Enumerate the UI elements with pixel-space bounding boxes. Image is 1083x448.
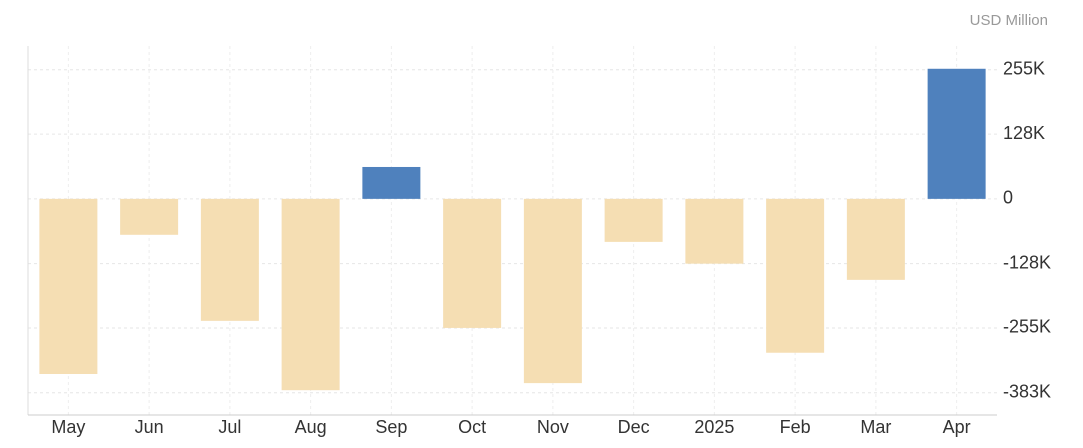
bar — [846, 198, 905, 280]
bar — [362, 166, 421, 199]
y-tick-label: 255K — [1003, 59, 1045, 79]
unit-label: USD Million — [970, 12, 1048, 29]
bar — [766, 198, 825, 353]
y-tick-label: 0 — [1003, 188, 1013, 208]
bar — [120, 198, 179, 235]
x-tick-label: Sep — [375, 417, 407, 437]
x-tick-label: May — [51, 417, 85, 437]
bar — [443, 198, 502, 328]
bar — [604, 198, 663, 242]
x-tick-label: Jul — [218, 417, 241, 437]
x-tick-label: 2025 — [694, 417, 734, 437]
x-tick-label: Dec — [618, 417, 650, 437]
x-tick-label: Feb — [780, 417, 811, 437]
x-tick-label: Nov — [537, 417, 569, 437]
bar — [927, 68, 986, 199]
bar — [523, 198, 582, 384]
bar — [281, 198, 340, 391]
x-tick-label: Mar — [860, 417, 891, 437]
y-tick-label: -255K — [1003, 317, 1051, 337]
x-tick-label: Apr — [943, 417, 971, 437]
bar — [39, 198, 98, 374]
bar — [685, 198, 744, 264]
x-tick-label: Aug — [295, 417, 327, 437]
x-tick-label: Oct — [458, 417, 486, 437]
y-tick-label: -128K — [1003, 252, 1051, 272]
x-tick-label: Jun — [135, 417, 164, 437]
bar — [200, 198, 259, 321]
y-tick-label: -383K — [1003, 381, 1051, 401]
y-tick-label: 128K — [1003, 123, 1045, 143]
